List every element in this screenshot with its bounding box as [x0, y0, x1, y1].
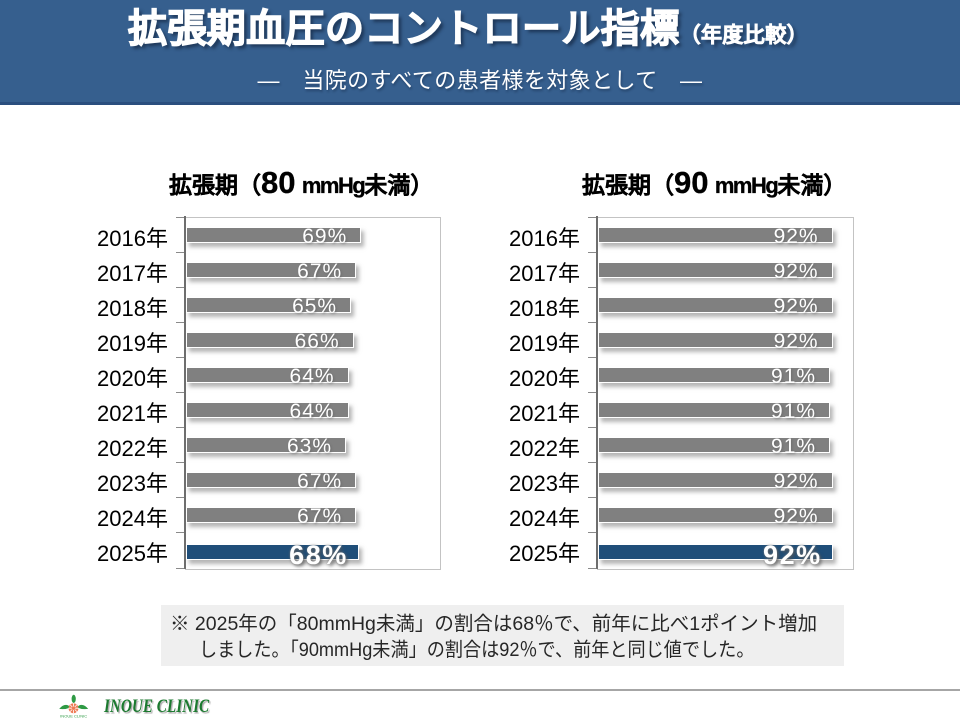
- svg-text:INOUE CLINIC: INOUE CLINIC: [60, 714, 87, 719]
